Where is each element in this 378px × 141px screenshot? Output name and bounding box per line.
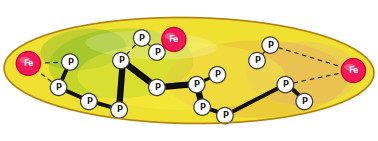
- Ellipse shape: [40, 28, 126, 70]
- Ellipse shape: [16, 51, 40, 75]
- Ellipse shape: [50, 79, 67, 96]
- Text: Fe: Fe: [169, 35, 179, 44]
- Text: P: P: [199, 103, 205, 112]
- Text: Fe: Fe: [23, 59, 34, 68]
- Ellipse shape: [62, 54, 78, 70]
- Ellipse shape: [19, 57, 30, 63]
- Ellipse shape: [296, 93, 313, 110]
- Ellipse shape: [246, 42, 359, 105]
- Ellipse shape: [217, 107, 233, 124]
- Ellipse shape: [344, 64, 355, 70]
- Ellipse shape: [162, 27, 186, 51]
- Ellipse shape: [85, 31, 217, 60]
- Text: P: P: [254, 56, 260, 65]
- Text: P: P: [282, 80, 288, 89]
- Ellipse shape: [77, 42, 285, 110]
- Ellipse shape: [277, 76, 294, 93]
- Text: P: P: [154, 83, 160, 92]
- Ellipse shape: [341, 59, 366, 82]
- Text: P: P: [222, 111, 228, 120]
- Ellipse shape: [49, 28, 193, 99]
- Text: P: P: [154, 48, 160, 57]
- Ellipse shape: [149, 44, 165, 60]
- Ellipse shape: [4, 17, 374, 124]
- Ellipse shape: [262, 37, 279, 53]
- Ellipse shape: [249, 52, 265, 69]
- Text: P: P: [214, 70, 220, 79]
- Ellipse shape: [188, 76, 205, 93]
- Text: P: P: [301, 97, 307, 106]
- Ellipse shape: [111, 102, 127, 118]
- Ellipse shape: [133, 30, 150, 46]
- Text: P: P: [194, 80, 200, 89]
- Ellipse shape: [149, 79, 165, 96]
- Ellipse shape: [194, 99, 211, 115]
- Text: P: P: [118, 56, 124, 65]
- Text: P: P: [56, 83, 62, 92]
- Text: Fe: Fe: [348, 66, 359, 75]
- Ellipse shape: [209, 67, 226, 83]
- Ellipse shape: [166, 40, 348, 118]
- Ellipse shape: [113, 52, 129, 69]
- Text: P: P: [267, 41, 273, 50]
- Text: P: P: [139, 34, 145, 43]
- Ellipse shape: [81, 93, 97, 110]
- Text: P: P: [86, 97, 92, 106]
- Text: P: P: [67, 58, 73, 67]
- Ellipse shape: [165, 33, 176, 39]
- Text: P: P: [116, 105, 122, 114]
